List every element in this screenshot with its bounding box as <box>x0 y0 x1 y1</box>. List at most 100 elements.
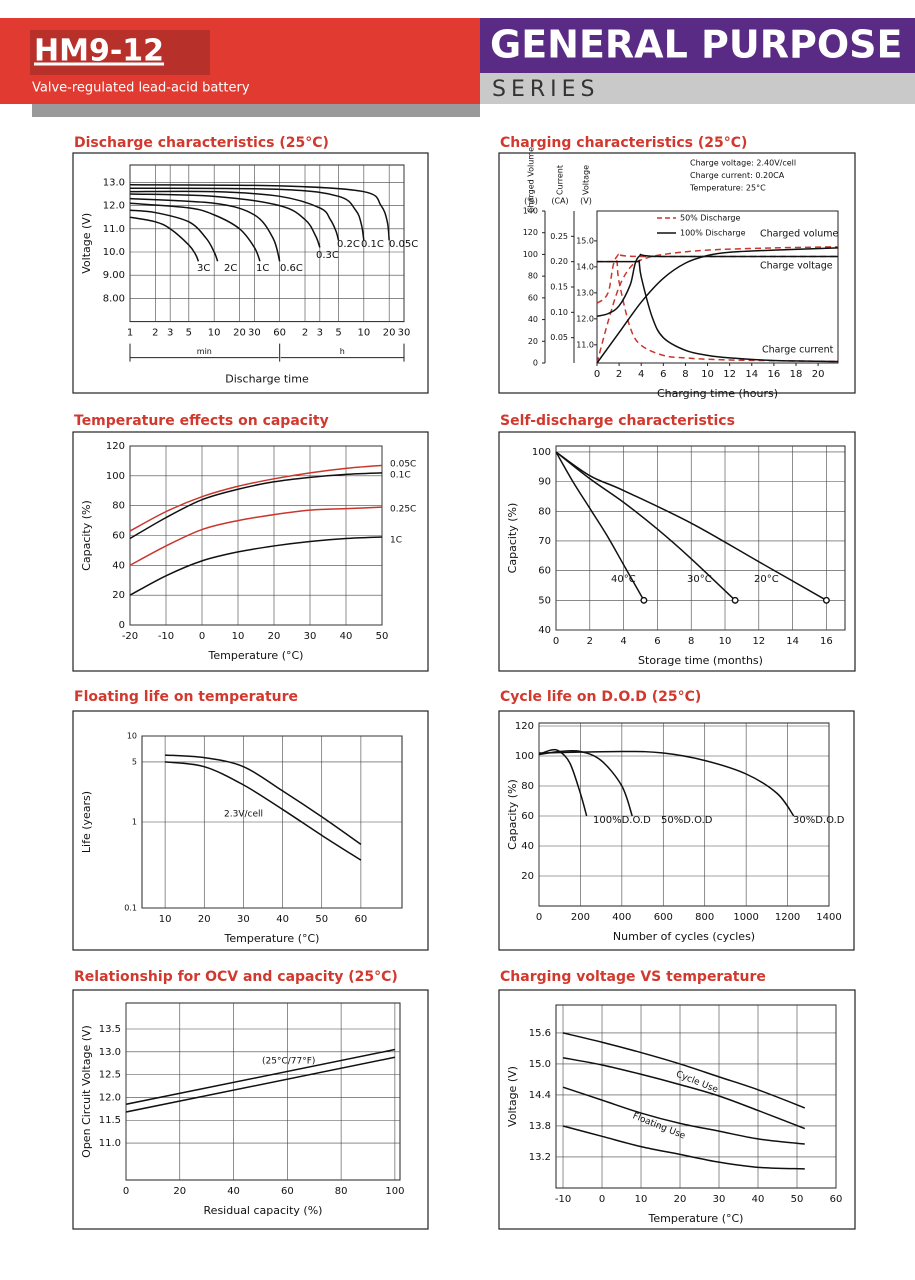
curve <box>129 216 200 262</box>
curve <box>129 536 383 596</box>
y-tick-label: 12.5 <box>99 1070 121 1081</box>
x-tick-label: -20 <box>122 631 138 642</box>
y-tick-label: 12.0 <box>576 314 594 323</box>
x-tick-label: 6 <box>654 636 660 647</box>
series-label: 0.25C <box>390 505 416 515</box>
chart-box <box>498 431 856 672</box>
y-tick-label: 5 <box>132 757 137 766</box>
y-tick-label: 15.0 <box>529 1059 551 1070</box>
x-tick-label: 10 <box>635 1194 648 1205</box>
x-tick-label: 1 <box>127 328 133 339</box>
y-tick-label: 13.0 <box>103 177 125 188</box>
x-tick-label: 60 <box>281 1186 294 1197</box>
series-label: SERIES <box>492 77 600 102</box>
y-axis-label: Life (years) <box>80 791 93 853</box>
y-tick-label: 0.15 <box>550 283 568 292</box>
series-label: 0.05C <box>389 239 418 250</box>
note: Temperature: 25°C <box>689 184 766 193</box>
x-tick-label: 0 <box>536 912 542 923</box>
y-axis-unit: (CA) <box>551 197 568 206</box>
range-label: h <box>340 347 345 356</box>
y-tick-label: 13.0 <box>99 1047 121 1058</box>
y-tick-label: 120 <box>523 228 538 237</box>
x-tick-label: 40 <box>276 914 289 925</box>
series-label: 2C <box>224 263 237 274</box>
x-tick-label: 10 <box>208 328 221 339</box>
series-label: 1C <box>390 536 402 546</box>
y-tick-label: 40 <box>112 560 125 571</box>
x-axis-label: Storage time (months) <box>638 654 763 667</box>
chart-title: Charging characteristics (25°C) <box>500 135 747 151</box>
x-axis-label: Temperature (°C) <box>648 1212 744 1225</box>
y-tick-label: 100 <box>532 447 551 458</box>
curve <box>129 193 321 248</box>
y-tick-label: 120 <box>106 441 125 452</box>
chart-box <box>498 152 856 394</box>
y-tick-label: 50 <box>538 595 551 606</box>
curve-label: Charged volume <box>760 229 838 240</box>
x-tick-label: 200 <box>571 912 590 923</box>
x-tick-label: 20 <box>198 914 211 925</box>
y-tick-label: 120 <box>515 721 534 732</box>
range-label: min <box>197 347 212 356</box>
x-tick-label: 3 <box>317 328 323 339</box>
x-tick-label: 20 <box>812 369 825 380</box>
curve <box>129 472 383 540</box>
chart-title: Self-discharge characteristics <box>500 413 735 429</box>
x-tick-label: 0 <box>594 369 600 380</box>
y-tick-label: 14.4 <box>529 1090 551 1101</box>
x-tick-label: 20 <box>674 1194 687 1205</box>
x-axis-label: Temperature (°C) <box>224 932 320 945</box>
y-tick-label: 100 <box>515 751 534 762</box>
y-tick-label: 60 <box>521 811 534 822</box>
curve <box>538 749 633 817</box>
x-tick-label: 16 <box>820 636 833 647</box>
y-tick-label: 60 <box>112 531 125 542</box>
model: HM9-12 <box>34 34 164 69</box>
series-label: 50%D.O.D <box>661 815 713 826</box>
y-axis-label: Current <box>556 165 565 195</box>
y-tick-label: 13.2 <box>529 1152 551 1163</box>
y-axis-label: Voltage (V) <box>506 1066 519 1127</box>
x-tick-label: 0 <box>599 1194 605 1205</box>
series-label: 2.3V/cell <box>224 810 263 820</box>
curve <box>562 1056 806 1130</box>
x-tick-label: 400 <box>612 912 631 923</box>
x-tick-label: 6 <box>660 369 666 380</box>
x-tick-label: 2 <box>152 328 158 339</box>
x-tick-label: 30 <box>398 328 411 339</box>
y-tick-label: 80 <box>521 781 534 792</box>
y-axis-label: Voltage <box>582 165 591 195</box>
x-tick-label: 16 <box>768 369 781 380</box>
x-tick-label: 80 <box>335 1186 348 1197</box>
chart-box <box>72 989 429 1230</box>
end-marker <box>822 596 830 604</box>
y-tick-label: 80 <box>112 501 125 512</box>
series-label: 0.1C <box>361 239 384 250</box>
y-tick-label: 100 <box>523 250 538 259</box>
y-tick-label: 40 <box>521 841 534 852</box>
y-axis-label: Capacity (%) <box>506 779 519 850</box>
x-axis-label: Number of cycles (cycles) <box>613 930 755 943</box>
y-axis-label: Charged Volume <box>527 147 536 213</box>
series-label: 1C <box>256 263 269 274</box>
series-band <box>480 18 915 73</box>
series-label: Floating Use <box>631 1111 687 1141</box>
x-tick-label: 50 <box>376 631 389 642</box>
y-tick-label: 1 <box>132 818 137 827</box>
curve <box>538 748 588 817</box>
y-tick-label: 8.00 <box>103 293 125 304</box>
y-tick-label: 20 <box>521 871 534 882</box>
x-tick-label: 8 <box>688 636 694 647</box>
series-label: 3C <box>197 263 210 274</box>
x-tick-label: 12 <box>723 369 736 380</box>
chart-title: Floating life on temperature <box>74 689 298 705</box>
x-tick-label: 40 <box>227 1186 240 1197</box>
x-tick-label: 2 <box>616 369 622 380</box>
x-tick-label: 30 <box>304 631 317 642</box>
x-tick-label: 5 <box>186 328 192 339</box>
curve <box>538 750 795 817</box>
plot-frame <box>125 1002 401 1181</box>
x-tick-label: 60 <box>355 914 368 925</box>
y-tick-label: 0.20 <box>550 257 568 266</box>
